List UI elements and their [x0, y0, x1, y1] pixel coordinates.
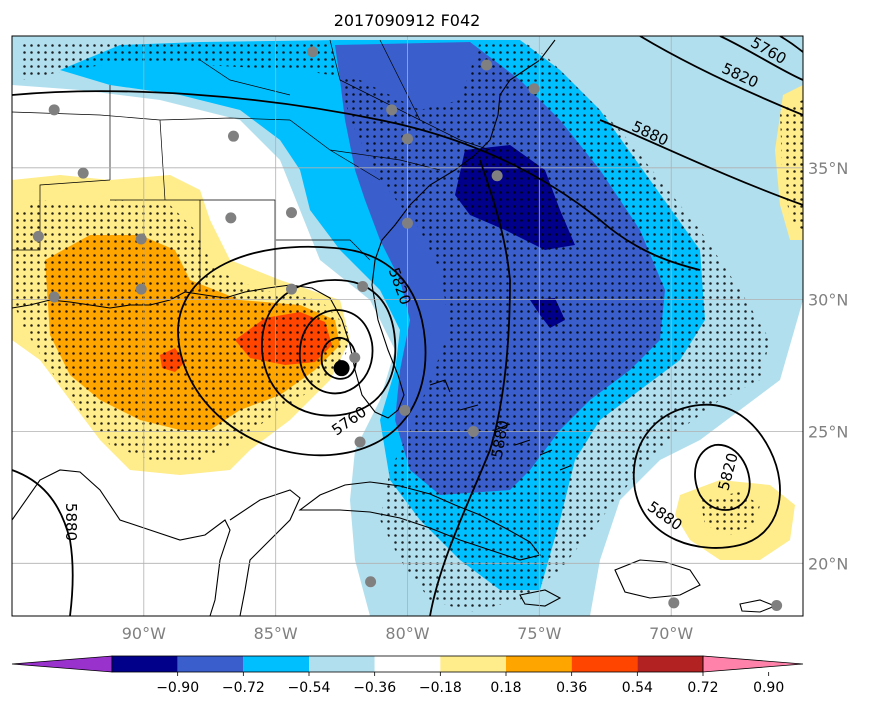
colorbar-tick-label: −0.18 — [419, 680, 462, 696]
colorbar-outline — [111, 655, 704, 673]
station-marker — [402, 133, 413, 145]
station-markers — [32, 46, 783, 611]
colorbar-tick-label: 0.54 — [622, 680, 653, 696]
colorbar-swatch — [374, 656, 441, 672]
station-marker — [227, 130, 239, 142]
colorbar-min-extension — [11, 655, 113, 673]
contour-5880-ridge — [429, 159, 511, 616]
us-east-coast — [12, 39, 556, 419]
longitude-label: 75°W — [517, 624, 561, 643]
map-title: 2017090912 F042 — [334, 11, 481, 30]
station-marker — [32, 230, 44, 242]
colorbar-tick-label: −0.72 — [222, 680, 265, 696]
jamaica-coast — [519, 589, 562, 607]
coastlines — [12, 39, 777, 616]
contour-ne-corner — [779, 36, 803, 53]
stipple-north — [22, 40, 770, 612]
contour-storm-mid — [261, 279, 397, 417]
hispaniola-coast — [614, 559, 701, 599]
colorbar-swatch — [637, 656, 703, 672]
stipple-gulf — [12, 200, 350, 460]
contour-5880-east — [599, 119, 803, 206]
longitude-label: 85°W — [254, 624, 298, 643]
contour-5820-southeast-ring — [694, 444, 751, 511]
station-marker — [668, 597, 680, 609]
colorbar-swatch — [309, 656, 375, 672]
colorbar-tick-label: −0.54 — [288, 680, 331, 696]
puerto-rico-coast — [739, 599, 777, 613]
map-frame — [11, 35, 804, 617]
station-marker — [399, 404, 411, 416]
station-marker — [135, 233, 147, 245]
colorbar-swatch — [177, 656, 244, 672]
height-contours — [12, 36, 803, 616]
graticule — [12, 36, 803, 616]
longitude-label: 90°W — [122, 624, 166, 643]
station-marker — [528, 83, 540, 95]
colorbar-swatch — [112, 656, 178, 672]
storm-center-marker — [333, 360, 350, 377]
contour-storm-core — [320, 336, 357, 380]
latitude-label: 25°N — [808, 422, 848, 441]
map-panel: 5760 5820 5880 5820 5760 5880 5880 5820 … — [12, 36, 803, 616]
station-marker — [48, 104, 60, 116]
latitude-label: 35°N — [808, 159, 848, 178]
station-marker — [402, 217, 413, 229]
yucatan-coast — [229, 489, 301, 616]
contour-storm-inner — [298, 309, 374, 395]
colorbar-tick-label: 0.72 — [687, 680, 718, 696]
longitude-label: 80°W — [385, 624, 429, 643]
station-marker — [285, 207, 297, 219]
station-marker — [225, 212, 237, 224]
cuba-coast — [298, 481, 541, 561]
station-marker — [307, 46, 319, 58]
colorbar-swatch — [506, 656, 572, 672]
contour-5880-west — [12, 469, 74, 616]
latitude-label: 30°N — [808, 291, 848, 310]
station-marker — [354, 436, 366, 448]
station-marker — [77, 167, 89, 179]
contour-5880-north — [12, 90, 701, 271]
colorbar-tick-label: −0.36 — [353, 680, 396, 696]
station-marker — [771, 599, 783, 611]
longitude-labels: 90°W 85°W 80°W 75°W 70°W — [122, 624, 694, 643]
station-marker — [365, 576, 377, 588]
latitude-labels: 35°N 30°N 25°N 20°N — [808, 159, 848, 573]
station-marker — [481, 59, 493, 71]
station-marker — [48, 291, 60, 303]
colorbar-swatch — [440, 656, 506, 672]
bahamas-islands — [429, 379, 571, 471]
latitude-label: 20°N — [808, 554, 848, 573]
station-marker — [491, 170, 503, 182]
contour-5760-ne — [719, 36, 803, 81]
mexico-coast — [12, 469, 231, 616]
state-borders — [12, 39, 491, 290]
colorbar-max-extension — [702, 655, 804, 673]
colorbar-swatch — [243, 656, 309, 672]
station-marker — [357, 280, 369, 292]
colorbar-tick-label: −0.90 — [156, 680, 199, 696]
contour-5880-southeast-ring — [632, 403, 781, 549]
stipple-southeast — [700, 492, 760, 535]
contour-label: 5880 — [62, 503, 80, 541]
contour-5820-ne — [639, 36, 803, 116]
stipple-east — [780, 100, 803, 230]
contour-storm-outer — [177, 245, 427, 457]
station-marker — [349, 352, 361, 364]
station-marker — [467, 425, 479, 437]
longitude-label: 70°W — [649, 624, 693, 643]
station-marker — [135, 283, 147, 295]
colorbar-tick-label: 0.18 — [490, 680, 521, 696]
colorbar: −0.90 −0.72 −0.54 −0.36 −0.18 0.18 0.36 0.54 0.7… — [11, 655, 804, 696]
colorbar-tick-label: 0.90 — [753, 680, 784, 696]
significance-stippling — [12, 40, 803, 612]
station-marker — [285, 283, 297, 295]
colorbar-tick-label: 0.36 — [556, 680, 587, 696]
colorbar-swatch — [571, 656, 638, 672]
station-marker — [386, 104, 398, 116]
